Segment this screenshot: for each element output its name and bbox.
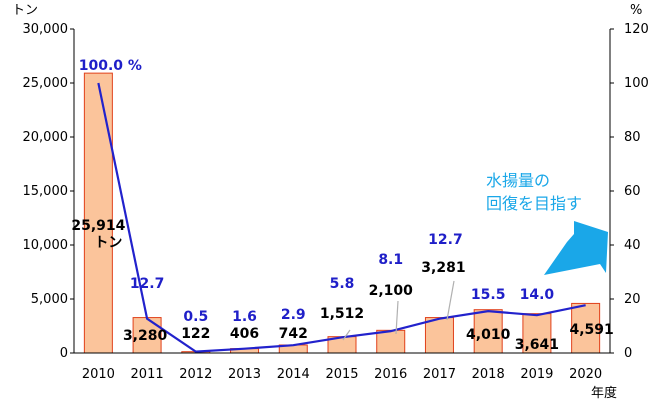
right-tick-label: 100 (624, 76, 649, 91)
annotation-line-2: 回復を目指す (486, 194, 582, 213)
percent-value-label: 5.8 (330, 276, 355, 292)
right-tick-label: 40 (624, 238, 641, 253)
percent-value-label: 12.7 (130, 276, 165, 292)
percent-value-label: 0.5 (183, 309, 208, 325)
x-tick-label: 2016 (374, 367, 407, 382)
x-tick-label: 2020 (569, 367, 602, 382)
leader-line (446, 280, 455, 321)
bar-value-label: 3,281 (421, 260, 465, 276)
percent-value-label: 1.6 (232, 309, 257, 325)
left-tick-label: 20,000 (23, 130, 69, 145)
bar-value-label: 742 (279, 326, 308, 342)
percent-line (97, 82, 586, 353)
right-tick-label: 0 (624, 346, 632, 361)
left-tick-label: 5,000 (31, 292, 68, 307)
percent-value-label: 12.7 (428, 232, 463, 248)
right-axis-unit: % (630, 3, 642, 18)
bar-2011 (132, 317, 162, 354)
left-tick-label: 15,000 (23, 184, 69, 199)
bar-2017 (424, 317, 454, 354)
bar-value-label: 4,591 (569, 322, 613, 338)
percent-value-label: 14.0 (520, 287, 555, 303)
annotation-line-1: 水揚量の (486, 171, 550, 190)
x-tick-label: 2011 (131, 367, 164, 382)
bar-2016 (376, 329, 406, 354)
bar-value-label: 406 (230, 326, 259, 342)
bar-2020 (571, 302, 601, 354)
bar-value-label: 1,512 (320, 306, 364, 322)
percent-value-label: 8.1 (378, 252, 403, 268)
left-tick-label: 25,000 (23, 76, 69, 91)
bar-value-label: 3,280 (123, 328, 168, 344)
x-tick-label: 2010 (82, 367, 115, 382)
x-tick-label: 2014 (277, 367, 310, 382)
bar-value-label: 3,641 (515, 337, 559, 353)
left-tick-label: 10,000 (23, 238, 69, 253)
percent-value-label: 100.0 % (79, 58, 142, 74)
left-axis-unit: トン (12, 3, 38, 18)
leader-line (395, 300, 399, 335)
bar-2010 (83, 72, 113, 354)
right-tick-label: 120 (624, 22, 649, 37)
x-axis-label: 年度 (591, 385, 617, 401)
percent-value-label: 2.9 (281, 307, 306, 323)
left-tick-label: 0 (60, 346, 68, 361)
bar-value-label: 25,914 トン (71, 218, 125, 251)
left-tick-label: 30,000 (23, 22, 69, 37)
percent-value-label: 15.5 (471, 287, 506, 303)
right-tick-label: 80 (624, 130, 641, 145)
right-tick-label: 60 (624, 184, 641, 199)
bar-2019 (522, 313, 552, 354)
x-tick-label: 2015 (325, 367, 358, 382)
x-tick-label: 2012 (179, 367, 212, 382)
bar-value-label: 4,010 (466, 327, 511, 343)
x-tick-label: 2013 (228, 367, 261, 382)
x-tick-label: 2017 (423, 367, 456, 382)
x-tick-label: 2018 (472, 367, 505, 382)
x-tick-label: 2019 (520, 367, 553, 382)
bar-value-label: 2,100 (369, 283, 414, 299)
right-tick-label: 20 (624, 292, 641, 307)
arrow-shape (544, 221, 608, 275)
bar-value-label: 122 (181, 326, 210, 342)
leader-line (342, 329, 351, 341)
